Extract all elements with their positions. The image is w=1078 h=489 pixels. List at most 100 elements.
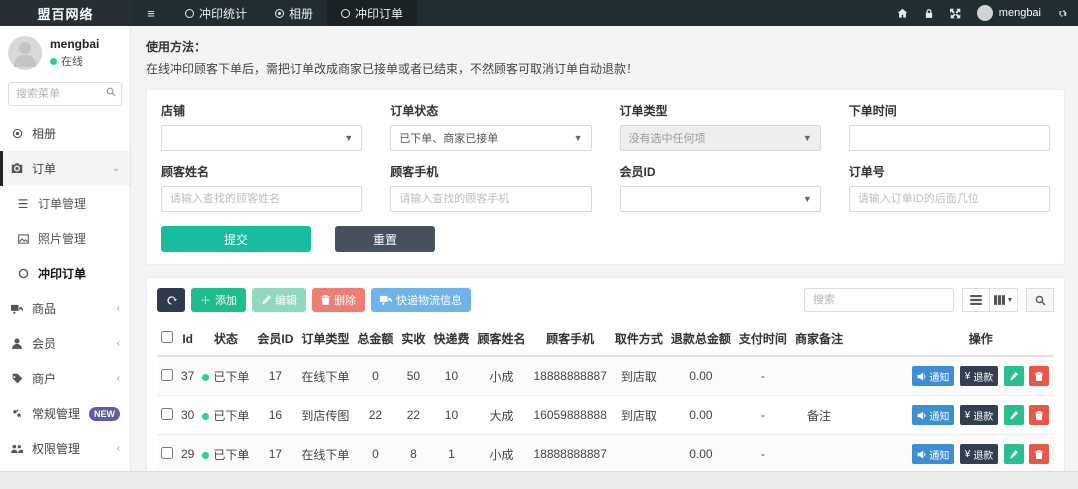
edit-button[interactable]: 编辑 xyxy=(252,288,306,312)
cell-id: 30 xyxy=(177,395,199,435)
col-total: 总金额 xyxy=(353,322,398,357)
tab-album[interactable]: 相册 xyxy=(261,0,327,26)
table-search-button[interactable] xyxy=(1026,288,1054,312)
sidebar-item-permission[interactable]: 权限管理 ‹ xyxy=(0,431,130,466)
refund-button[interactable]: ¥ 退款 xyxy=(959,366,999,386)
refresh-icon xyxy=(166,295,177,306)
row-edit-button[interactable] xyxy=(1003,366,1024,386)
order-time-input[interactable] xyxy=(848,125,1050,151)
cell-pickup: 到店取 xyxy=(610,356,667,396)
field-shop: 店铺 ▼ xyxy=(161,102,363,151)
sidebar-item-general-manage[interactable]: 常规管理 NEW xyxy=(0,396,130,431)
table-row[interactable]: 30 已下单 16 到店传图 22 22 10 大成 16059888888 到… xyxy=(157,395,1054,435)
sidebar-search-input[interactable] xyxy=(8,82,122,106)
notify-button[interactable]: 通知 xyxy=(912,405,955,425)
notify-button[interactable]: 通知 xyxy=(912,444,955,464)
home-icon[interactable] xyxy=(897,8,908,19)
gear-icon[interactable] xyxy=(1057,8,1068,19)
yen-icon: ¥ xyxy=(964,409,971,421)
member-id-select[interactable]: ▼ xyxy=(619,186,821,212)
table-row[interactable]: 29 已下单 17 在线下单 0 8 1 小成 18888888887 0.00… xyxy=(157,434,1054,471)
reset-button[interactable]: 重置 xyxy=(335,226,435,252)
cell-received: 50 xyxy=(397,356,430,396)
order-status-select[interactable]: 已下单、商家已接单 ▼ xyxy=(390,125,592,151)
col-id: Id xyxy=(177,322,199,357)
refund-button[interactable]: ¥ 退款 xyxy=(959,405,999,425)
sidebar-item-stats[interactable]: 统计 ‹ xyxy=(0,466,130,471)
cell-ops: 通知 ¥ 退款 xyxy=(907,434,1054,471)
express-info-button[interactable]: 快递物流信息 xyxy=(371,288,471,312)
row-edit-button[interactable] xyxy=(1003,444,1024,464)
sidebar-item-merchant[interactable]: 商户 ‹ xyxy=(0,361,130,396)
hamburger-menu-icon[interactable]: ≡ xyxy=(147,5,155,21)
lock-icon[interactable] xyxy=(924,8,934,19)
row-checkbox[interactable] xyxy=(161,446,173,459)
customer-name-label: 顾客姓名 xyxy=(161,165,210,179)
sidebar-item-photo-manage[interactable]: 照片管理 xyxy=(0,221,130,256)
sidebar-item-order[interactable]: 订单 ⌄ xyxy=(0,151,130,186)
col-merchant-note: 商家备注 xyxy=(790,322,847,357)
sidebar-item-album[interactable]: 相册 xyxy=(0,116,130,151)
sidebar-item-label: 照片管理 xyxy=(38,232,87,246)
order-type-value: 没有选中任何项 xyxy=(628,133,706,145)
refresh-button[interactable] xyxy=(157,288,185,312)
col-order-type: 订单类型 xyxy=(297,322,354,357)
row-edit-button[interactable] xyxy=(1003,405,1024,425)
row-checkbox[interactable] xyxy=(161,368,173,381)
refund-button[interactable]: ¥ 退款 xyxy=(959,444,999,464)
sidebar-username: mengbai xyxy=(50,37,100,51)
col-customer: 顾客姓名 xyxy=(473,322,530,357)
online-status: 在线 xyxy=(50,53,99,69)
topbar-right: mengbai xyxy=(897,0,1078,26)
cell-order-type: 在线下单 xyxy=(297,434,354,471)
order-type-select[interactable]: 没有选中任何项 ▼ xyxy=(619,125,821,151)
yen-icon: ¥ xyxy=(964,370,971,382)
cell-refund-total: 0.00 xyxy=(666,434,735,471)
table-row[interactable]: 37 已下单 17 在线下单 0 50 10 小成 18888888887 到店… xyxy=(157,356,1054,396)
filter-card: 店铺 ▼ 订单状态 已下单、商家已接单 ▼ 订单类型 没有选中任何项 ▼ xyxy=(146,89,1065,265)
cell-ops: 通知 ¥ 退款 xyxy=(907,356,1054,396)
customer-phone-input[interactable] xyxy=(390,186,592,212)
table-search-input[interactable] xyxy=(804,288,954,312)
cell-pay-time: - xyxy=(734,356,791,396)
row-delete-button[interactable] xyxy=(1029,405,1049,425)
sidebar-item-goods[interactable]: 商品 ‹ xyxy=(0,291,130,326)
username: mengbai xyxy=(998,7,1041,19)
search-icon xyxy=(1035,295,1046,306)
cell-merchant-note: 备注 xyxy=(790,395,847,435)
order-type-label: 订单类型 xyxy=(619,104,668,118)
sidebar-order-submenu: ☰ 订单管理 照片管理 冲印订单 xyxy=(0,186,130,291)
notify-button[interactable]: 通知 xyxy=(912,366,955,386)
sidebar-item-member[interactable]: 会员 ‹ xyxy=(0,326,130,361)
sidebar-item-print-order[interactable]: 冲印订单 xyxy=(0,256,130,291)
sidebar-item-order-manage[interactable]: ☰ 订单管理 xyxy=(0,186,130,221)
list-view-icon xyxy=(970,295,982,305)
sidebar: mengbai 在线 相册 xyxy=(0,26,131,471)
fullscreen-icon[interactable] xyxy=(949,8,961,19)
cell-status: 已下单 xyxy=(198,434,254,471)
row-delete-button[interactable] xyxy=(1029,444,1049,464)
add-button[interactable]: ＋ 添加 xyxy=(191,288,246,312)
top-tabs: 冲印统计 相册 冲印订单 xyxy=(171,0,418,26)
tab-print-orders[interactable]: 冲印订单 xyxy=(327,0,418,26)
cell-member-id: 17 xyxy=(253,434,298,471)
cell-order-type: 到店传图 xyxy=(297,395,354,435)
delete-button[interactable]: 删除 xyxy=(312,288,365,312)
trash-icon xyxy=(321,295,330,305)
user-menu[interactable]: mengbai xyxy=(976,5,1041,21)
order-no-input[interactable] xyxy=(848,186,1050,212)
customer-name-input[interactable] xyxy=(161,186,363,212)
toggle-view-button[interactable] xyxy=(962,288,990,312)
tab-print-stats[interactable]: 冲印统计 xyxy=(171,0,261,26)
submit-button[interactable]: 提交 xyxy=(161,226,311,252)
sidebar-item-label: 商户 xyxy=(32,372,57,386)
circle-dot-icon xyxy=(275,8,285,18)
row-delete-button[interactable] xyxy=(1029,366,1049,386)
row-checkbox[interactable] xyxy=(161,407,173,420)
sidebar-menu: 相册 订单 ⌄ ☰ 订单管理 照片管理 xyxy=(0,116,130,471)
select-all-checkbox[interactable] xyxy=(161,331,173,343)
columns-button[interactable]: ▼ xyxy=(990,288,1018,312)
shop-select[interactable]: ▼ xyxy=(161,125,363,151)
circle-icon xyxy=(341,8,351,18)
cell-received: 22 xyxy=(397,395,430,435)
